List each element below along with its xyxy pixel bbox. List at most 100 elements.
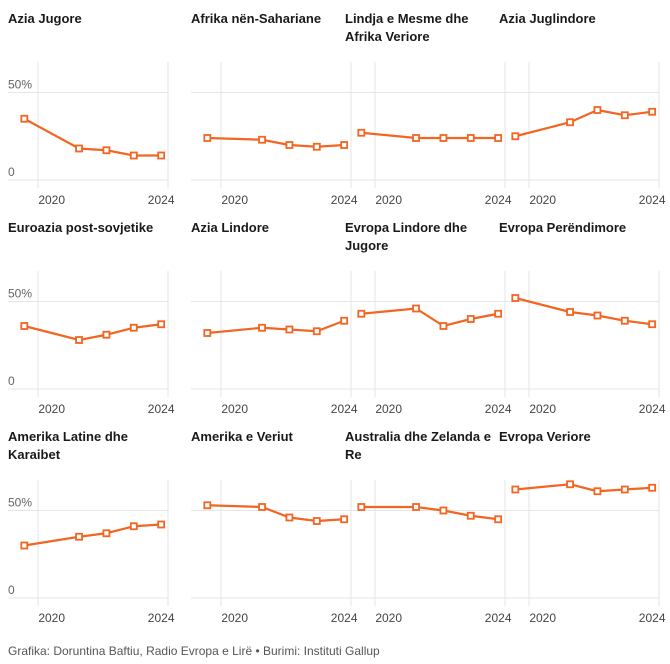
panel-title: Evropa Lindore dhe Jugore [345,220,468,253]
x-tick-label: 2024 [485,402,512,416]
panel-title: Azia Juglindore [499,11,596,26]
data-point [494,515,503,524]
data-point [129,522,138,531]
x-tick-label: 2024 [148,402,175,416]
x-tick-label: 2024 [331,611,358,625]
x-tick-label: 2024 [148,611,175,625]
data-point [593,311,602,320]
panel-plot: 0 50% 2020 2024 [8,480,175,625]
panel-plot: 0 50% 2020 2024 [8,271,175,416]
x-tick-label: 2020 [221,193,248,207]
panel-title: Amerika Latine dhe Karaibet [8,429,128,462]
data-point [258,323,266,332]
data-point [620,485,629,494]
y-tick-label: 0 [8,583,15,597]
series-line [515,108,653,138]
data-point [357,128,366,137]
data-point [258,503,266,511]
data-point [102,146,111,155]
data-point [340,515,349,524]
data-point [75,144,83,153]
data-point [203,501,212,510]
data-point [439,506,448,515]
x-tick-label: 2024 [639,193,666,207]
panel-3: Azia Juglindore 2020 2024 [499,10,666,215]
data-point [258,135,266,144]
data-point [566,480,574,489]
data-point [20,322,29,330]
data-point [157,151,166,160]
chart-credits: Grafika: Doruntina Baftiu, Radio Evropa … [8,644,380,658]
panel-title: Amerika e Veriut [191,429,293,444]
panel-6: Evropa Lindore dhe Jugore 2020 2024 [345,219,512,424]
data-point [20,114,29,123]
data-point [75,336,83,344]
panel-title: Lindja e Mesme dhe Afrika Veriore [345,11,469,44]
panel-5: Azia Lindore 2020 2024 [191,219,358,424]
data-point [466,511,475,520]
data-point [157,520,166,529]
x-tick-label: 2020 [375,402,402,416]
series-line [361,505,499,521]
data-point [494,309,503,318]
small-multiples-grid: Azia Jugore 0 50% 2020 2024 Afrika nën-Sahari… [8,10,666,633]
x-tick-label: 2020 [529,611,556,625]
data-point [129,151,138,160]
panel-plot: 2020 2024 [345,480,512,625]
data-point [648,483,657,492]
series-line [361,131,499,140]
x-tick-label: 2020 [38,193,65,207]
panel-title: Australia dhe Zelanda e Re [345,429,491,462]
y-tick-label: 50% [8,287,32,301]
panel-plot: 2020 2024 [345,271,512,416]
y-tick-label: 0 [8,374,15,388]
panel-2: Lindja e Mesme dhe Afrika Veriore 2020 202… [345,10,512,215]
y-tick-label: 50% [8,78,32,92]
data-point [157,320,166,329]
x-tick-label: 2020 [221,611,248,625]
data-point [412,134,420,142]
series-line [207,136,345,148]
data-point [312,142,321,151]
data-point [439,322,448,330]
series-line [361,307,499,328]
data-point [648,320,657,329]
panel-4: Euroazia post-sovjetike 0 50% 2020 2024 [8,219,175,424]
panel-plot: 2020 2024 [191,62,358,207]
data-point [102,529,111,538]
data-point [285,513,294,522]
panel-9: Amerika e Veriut 2020 2024 [191,428,358,633]
panel-title: Evropa Veriore [499,429,591,444]
series-line [24,323,162,342]
x-tick-label: 2024 [485,611,512,625]
series-line [24,523,162,547]
x-tick-label: 2020 [38,402,65,416]
data-point [439,134,448,142]
panel-plot: 2020 2024 [499,62,666,207]
data-point [20,541,29,550]
data-point [357,309,366,318]
data-point [566,118,574,127]
panel-11: Evropa Veriore 2020 2024 [499,428,666,633]
data-point [620,316,629,325]
panel-plot: 2020 2024 [499,271,666,416]
data-point [129,323,138,332]
panel-1: Afrika nën-Sahariane 2020 2024 [191,10,358,215]
panel-10: Australia dhe Zelanda e Re 2020 2024 [345,428,512,633]
panel-plot: 2020 2024 [191,480,358,625]
x-tick-label: 2020 [375,193,402,207]
panel-8: Amerika Latine dhe Karaibet 0 50% 2020 2024 [8,428,175,633]
data-point [285,325,294,334]
data-point [412,503,420,511]
data-point [203,329,212,337]
data-point [203,134,212,142]
x-tick-label: 2020 [375,611,402,625]
data-point [593,487,602,496]
data-point [412,304,420,313]
panel-title: Evropa Perëndimore [499,220,627,235]
series-line [515,483,653,493]
data-point [312,327,321,336]
panel-title: Azia Lindore [191,220,270,235]
panel-0: Azia Jugore 0 50% 2020 2024 [8,10,175,215]
x-tick-label: 2024 [331,193,358,207]
